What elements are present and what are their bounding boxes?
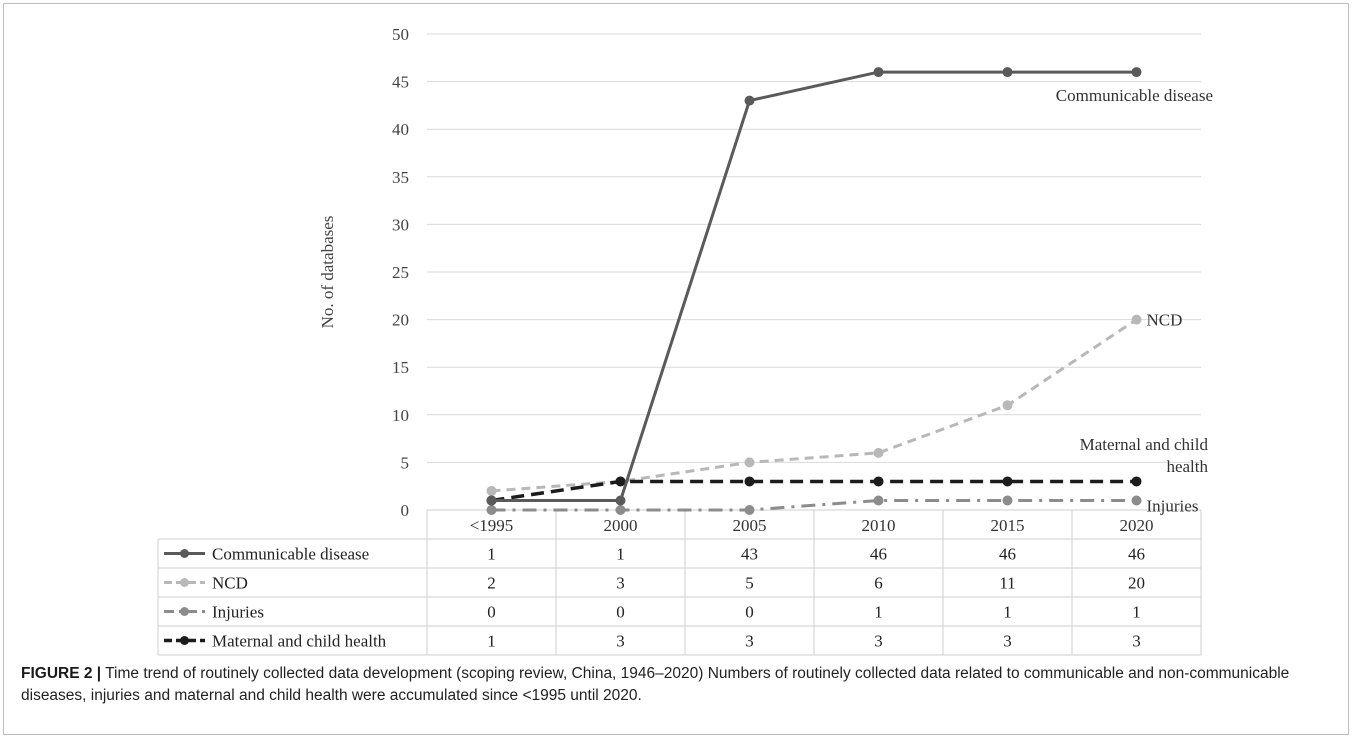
series-name: Communicable disease (212, 545, 369, 564)
y-tick-label: 5 (401, 453, 410, 472)
x-category-label: <1995 (470, 516, 514, 535)
series-end-label: health (1166, 457, 1208, 476)
legend-marker-1 (180, 578, 189, 587)
table-value: 1 (487, 545, 496, 564)
table-value: 3 (874, 632, 883, 651)
y-tick-label: 20 (392, 311, 409, 330)
data-point (615, 505, 626, 515)
table-value: 46 (870, 545, 887, 564)
x-category-label: 2000 (604, 516, 638, 535)
table-value: 1 (1132, 603, 1141, 622)
table-value: 0 (487, 603, 496, 622)
x-category-label: 2005 (733, 516, 767, 535)
table-value: 1 (874, 603, 883, 622)
series-end-label: NCD (1147, 311, 1183, 330)
x-category-label: 2010 (862, 516, 896, 535)
table-value: 11 (999, 574, 1015, 593)
y-tick-label: 45 (392, 73, 409, 92)
series-line-2 (491, 498, 1137, 512)
series-line-0 (491, 70, 1137, 502)
table-value: 0 (745, 603, 754, 622)
data-point (486, 495, 497, 506)
x-category-label: 2015 (991, 516, 1025, 535)
caption-lead: FIGURE 2 | (21, 665, 102, 682)
table-value: 5 (745, 574, 754, 593)
data-point (1131, 476, 1142, 487)
data-point (873, 67, 884, 78)
table-value: 3 (1132, 632, 1141, 651)
data-point (615, 495, 626, 506)
data-point (486, 485, 497, 496)
legend-marker-2 (180, 607, 189, 616)
table-value: 46 (999, 545, 1016, 564)
table-value: 2 (487, 574, 496, 593)
table-value: 3 (616, 574, 625, 593)
y-tick-label: 15 (392, 358, 409, 377)
table-value: 3 (1003, 632, 1012, 651)
data-point (1002, 495, 1013, 506)
y-tick-label: 0 (401, 501, 410, 520)
series-line-3 (491, 479, 1137, 503)
data-point (873, 476, 884, 487)
legend-marker-0 (180, 549, 189, 558)
table-value: 0 (616, 603, 625, 622)
table-value: 46 (1128, 545, 1145, 564)
series-name: Maternal and child health (212, 632, 387, 651)
table-value: 1 (616, 545, 625, 564)
table-value: 6 (874, 574, 883, 593)
y-tick-label: 35 (392, 168, 409, 187)
series-end-label: Maternal and child (1080, 435, 1209, 454)
data-point (1131, 495, 1142, 506)
series-line-1 (491, 318, 1138, 493)
caption-text: Time trend of routinely collected data d… (21, 665, 1290, 704)
series-name: NCD (212, 574, 248, 593)
series-end-label: Injuries (1147, 496, 1199, 515)
table-value: 3 (745, 632, 754, 651)
y-tick-label: 25 (392, 263, 409, 282)
data-point (873, 447, 884, 458)
y-tick-label: 10 (392, 406, 409, 425)
data-point (486, 505, 497, 515)
series-name: Injuries (212, 603, 264, 622)
table-value: 1 (487, 632, 496, 651)
data-point (1131, 67, 1142, 78)
y-tick-label: 40 (392, 120, 409, 139)
table-value: 20 (1128, 574, 1145, 593)
y-tick-label: 30 (392, 215, 409, 234)
table-value: 3 (616, 632, 625, 651)
figure-frame (3, 3, 1349, 735)
data-point (744, 476, 755, 487)
data-point (1131, 314, 1142, 325)
y-tick-label: 50 (392, 25, 409, 44)
data-point (615, 476, 626, 487)
data-point (744, 505, 755, 515)
table-value: 1 (1003, 603, 1012, 622)
series-end-label: Communicable disease (1056, 86, 1213, 105)
data-point (1002, 476, 1013, 487)
data-point (744, 457, 755, 468)
data-point (873, 495, 884, 506)
data-point (1002, 400, 1013, 411)
data-point (744, 95, 755, 106)
legend-marker-3 (180, 636, 189, 645)
table-value: 43 (741, 545, 758, 564)
data-point (1002, 67, 1013, 78)
x-category-label: 2020 (1120, 516, 1154, 535)
y-axis-label: No. of databases (318, 216, 337, 329)
figure-caption: FIGURE 2 | Time trend of routinely colle… (21, 663, 1321, 707)
